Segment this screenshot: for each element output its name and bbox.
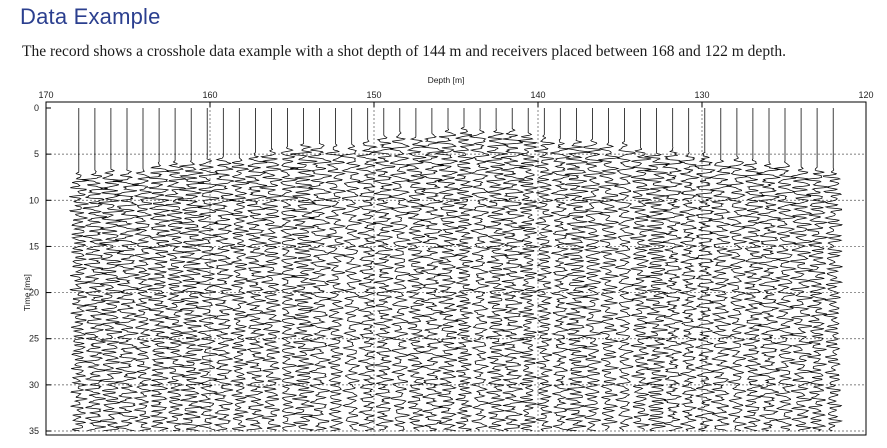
seismic-trace: [259, 108, 283, 431]
y-tick-label: 15: [29, 241, 39, 251]
seismic-trace: [822, 108, 844, 431]
seismic-trace: [500, 108, 526, 431]
y-tick-label: 20: [29, 288, 39, 298]
seismic-traces: [69, 108, 844, 431]
y-tick-label: 25: [29, 334, 39, 344]
seismic-trace: [81, 108, 108, 431]
x-tick-label: 120: [858, 90, 873, 100]
seismic-trace: [389, 108, 411, 431]
seismic-trace: [468, 108, 491, 431]
seismic-trace: [419, 108, 445, 431]
seismic-trace: [563, 108, 590, 431]
seismic-trace: [340, 108, 363, 431]
y-tick-label: 5: [34, 149, 39, 159]
seismic-trace: [679, 108, 700, 431]
x-tick-label: 140: [530, 90, 545, 100]
x-axis-label: Depth [m]: [428, 75, 465, 85]
y-axis-label: Time [ms]: [22, 274, 32, 311]
x-tick-label: 160: [202, 90, 217, 100]
seismic-trace: [131, 108, 154, 431]
seismic-trace: [112, 108, 141, 431]
seismic-trace: [597, 108, 620, 431]
seismic-trace: [435, 108, 460, 431]
seismic-trace: [581, 108, 605, 431]
seismic-trace: [709, 108, 733, 431]
seismic-trace: [211, 108, 235, 431]
seismic-trace: [773, 108, 797, 431]
seismic-trace: [661, 108, 684, 431]
seismic-trace: [229, 108, 250, 431]
seismic-trace: [741, 108, 765, 431]
y-tick-label: 10: [29, 195, 39, 205]
seismic-trace: [725, 108, 748, 431]
seismic-trace: [97, 108, 124, 431]
seismic-trace: [643, 108, 671, 431]
plot-frame: [45, 101, 867, 436]
seismic-trace: [517, 108, 540, 431]
seismic-trace: [195, 108, 220, 431]
y-tick-label: 30: [29, 380, 39, 390]
seismic-trace: [533, 108, 555, 431]
seismic-trace: [805, 108, 830, 431]
seismic-trace: [484, 108, 508, 431]
seismic-trace: [629, 108, 652, 431]
seismic-trace: [146, 108, 171, 431]
seismic-trace: [755, 108, 781, 431]
seismic-trace: [788, 108, 814, 431]
seismic-trace: [405, 108, 427, 431]
page-title: Data Example: [20, 4, 161, 29]
seismic-trace: [550, 108, 572, 431]
seismic-trace: [356, 108, 378, 431]
seismic-trace: [279, 108, 299, 431]
figure-caption: The record shows a crosshole data exampl…: [22, 43, 786, 60]
seismic-trace: [613, 108, 637, 431]
seismic-trace: [324, 108, 347, 431]
seismic-trace: [694, 108, 716, 431]
seismic-trace: [69, 108, 89, 431]
y-tick-label: 35: [29, 426, 39, 436]
x-tick-label: 150: [366, 90, 381, 100]
seismic-trace: [163, 108, 186, 431]
seismic-trace: [453, 108, 475, 431]
x-tick-label: 130: [694, 90, 709, 100]
y-tick-label: 0: [34, 103, 39, 113]
seismic-trace: [372, 108, 396, 431]
x-tick-label: 170: [38, 90, 53, 100]
seismic-trace: [307, 108, 333, 431]
seismic-trace: [290, 108, 318, 431]
